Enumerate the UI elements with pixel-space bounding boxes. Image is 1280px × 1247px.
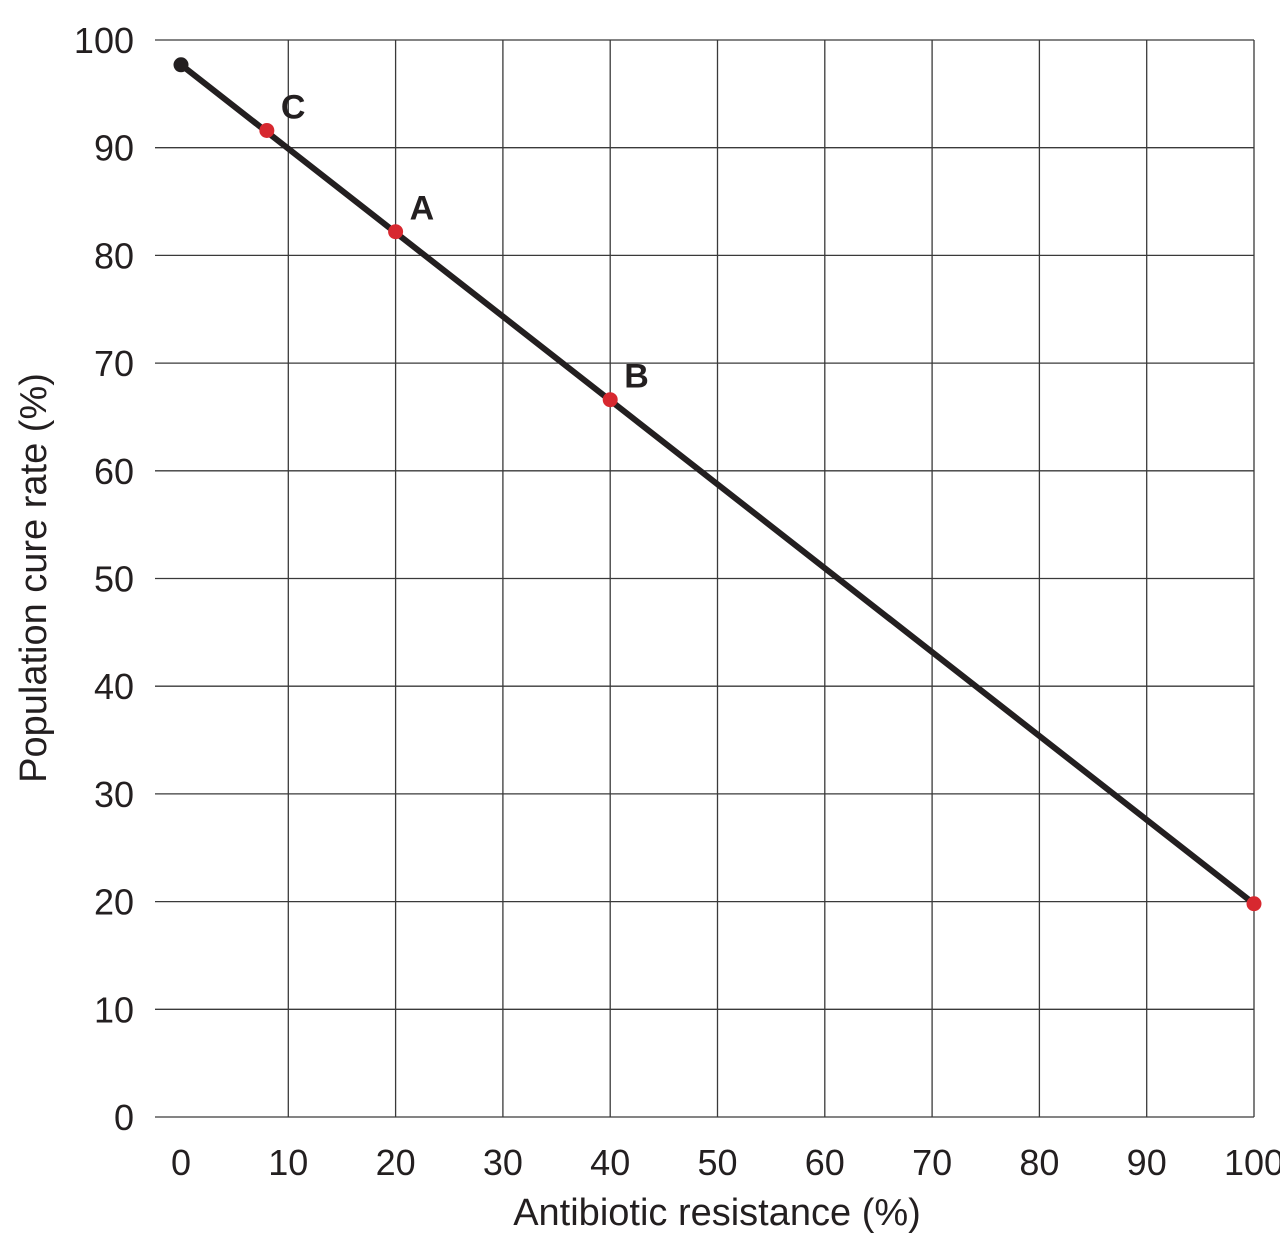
grid <box>155 39 1255 1118</box>
series-layer <box>178 61 1257 907</box>
y-axis-title: Population cure rate (%) <box>13 373 55 783</box>
x-tick-label: 80 <box>1019 1142 1059 1183</box>
data-point-B <box>602 392 618 408</box>
y-tick-label: 30 <box>94 774 134 815</box>
x-tick-label: 10 <box>268 1142 308 1183</box>
y-tick-label: 10 <box>94 989 134 1030</box>
points-layer: C A B <box>173 57 1262 912</box>
x-axis-title: Antibiotic resistance (%) <box>513 1192 921 1234</box>
point-label-A: A <box>410 190 435 228</box>
x-tick-label: 90 <box>1127 1142 1167 1183</box>
x-tick-label: 100 <box>1224 1142 1280 1183</box>
data-point-0 <box>173 57 189 73</box>
y-axis-ticks: 0 10 20 30 40 50 60 70 80 90 100 <box>74 20 134 1138</box>
x-tick-label: 70 <box>912 1142 952 1183</box>
y-tick-label: 0 <box>114 1097 134 1138</box>
x-tick-label: 0 <box>171 1142 191 1183</box>
point-label-C: C <box>281 88 306 126</box>
y-tick-label: 20 <box>94 882 134 923</box>
y-tick-label: 90 <box>94 128 134 169</box>
point-label-B: B <box>624 358 649 396</box>
series-line-0 <box>178 61 1257 907</box>
y-tick-label: 80 <box>94 235 134 276</box>
x-tick-label: 30 <box>483 1142 523 1183</box>
x-axis-ticks: 0 10 20 30 40 50 60 70 80 90 100 <box>171 1142 1280 1183</box>
y-tick-label: 100 <box>74 20 134 61</box>
x-tick-label: 50 <box>697 1142 737 1183</box>
data-point-C <box>259 122 275 138</box>
y-tick-label: 70 <box>94 343 134 384</box>
x-tick-label: 20 <box>376 1142 416 1183</box>
y-tick-label: 40 <box>94 666 134 707</box>
data-point-4 <box>1246 896 1262 912</box>
x-tick-label: 60 <box>805 1142 845 1183</box>
y-tick-label: 60 <box>94 451 134 492</box>
x-tick-label: 40 <box>590 1142 630 1183</box>
data-point-A <box>388 224 404 240</box>
y-tick-label: 50 <box>94 559 134 600</box>
